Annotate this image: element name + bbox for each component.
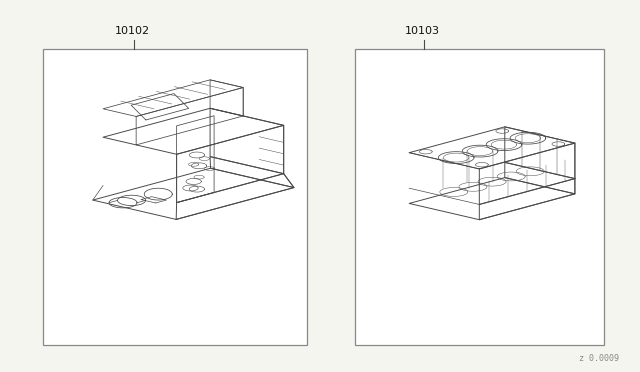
Bar xyxy=(43,49,307,345)
Text: 10103: 10103 xyxy=(404,26,440,36)
Text: 10102: 10102 xyxy=(115,26,150,36)
Bar xyxy=(355,49,604,345)
Text: z 0.0009: z 0.0009 xyxy=(579,354,620,363)
